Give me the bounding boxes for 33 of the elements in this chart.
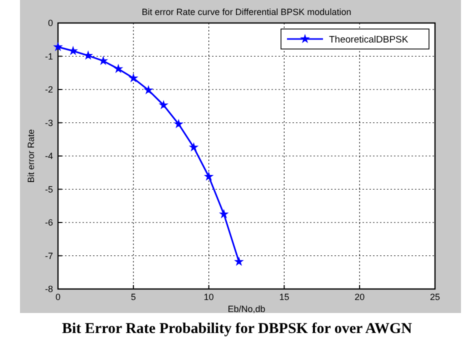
text: Bit Error Rate Probability for DBPSK for over AWGN	[62, 321, 412, 337]
point	[204, 172, 213, 180]
y-tick-label: -2	[44, 84, 53, 94]
chart-title: Bit error Rate curve for Differential BPSK modulation	[142, 7, 352, 17]
point	[84, 51, 92, 60]
point	[190, 143, 198, 151]
x-tick-label: 20	[354, 292, 365, 302]
x-tick-label: 15	[279, 292, 290, 302]
legend-label: TheoreticalDBPSK	[329, 34, 409, 46]
point	[69, 46, 78, 54]
point	[144, 86, 153, 94]
x-tick-label: 0	[55, 292, 61, 302]
y-tick-label: -7	[44, 250, 53, 261]
y-tick-label: -1	[44, 51, 53, 62]
x-axis-title: Eb/No,db	[228, 304, 266, 314]
y-tick-label: -3	[44, 118, 53, 128]
point	[99, 56, 108, 64]
y-tick-label: 0	[48, 18, 53, 28]
x-tick-label: 10	[204, 292, 214, 302]
point	[220, 210, 228, 218]
y-tick-label: -8	[44, 284, 53, 294]
point	[160, 100, 168, 109]
point	[174, 120, 183, 128]
y-tick-label: -5	[44, 184, 53, 194]
point	[114, 64, 122, 72]
x-tick-label: 25	[430, 292, 440, 302]
point	[54, 42, 62, 50]
y-tick-label: -6	[44, 218, 53, 228]
point	[234, 257, 244, 266]
point	[129, 74, 138, 82]
x-tick-label: 5	[130, 292, 136, 302]
y-axis-title: Bit error Rate	[26, 129, 36, 183]
y-tick-label: -4	[44, 151, 53, 161]
